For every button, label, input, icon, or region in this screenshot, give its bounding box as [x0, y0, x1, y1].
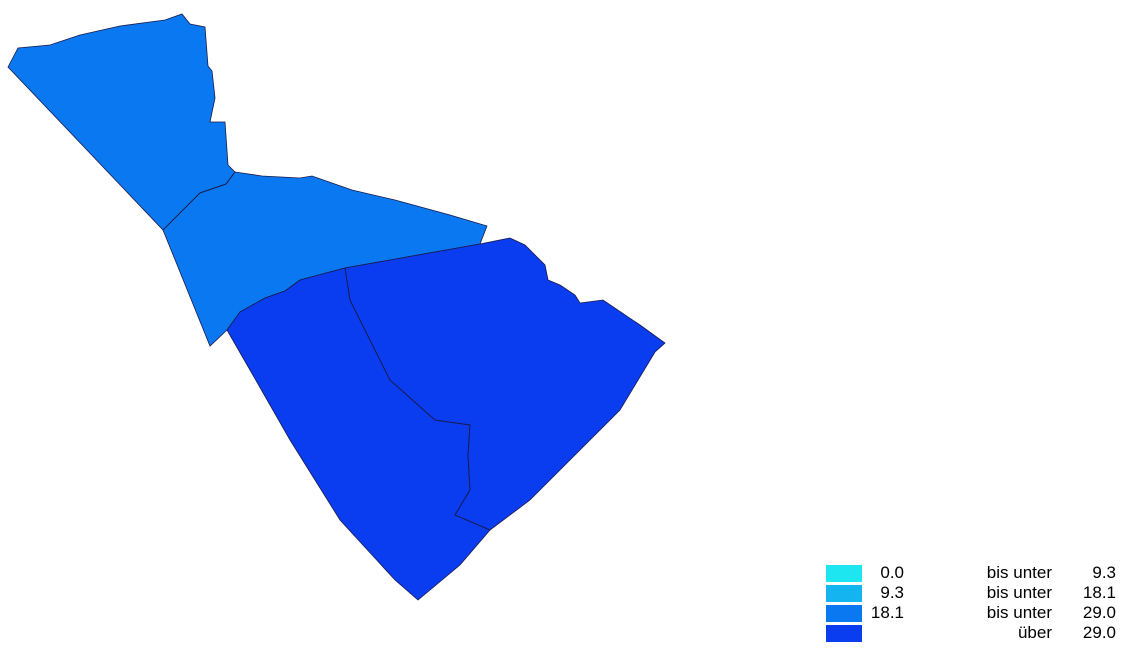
legend-swatch	[826, 565, 862, 582]
legend-to: 29.0	[1082, 623, 1116, 642]
legend-from: 9.3	[880, 583, 904, 602]
legend-to: 18.1	[1082, 583, 1116, 602]
legend-swatch	[826, 625, 862, 642]
legend-swatch	[826, 585, 862, 602]
district-boundary-line	[344, 267, 491, 531]
legend-row: 0.0 bis unter 9.3	[826, 563, 1116, 583]
legend-operator: über	[1017, 623, 1052, 642]
legend-to: 9.3	[1092, 563, 1116, 582]
legend-swatch	[826, 605, 862, 622]
legend-operator: bis unter	[986, 563, 1052, 582]
legend-row: über 29.0	[826, 623, 1116, 643]
legend-operator: bis unter	[986, 603, 1052, 622]
legend-operator: bis unter	[986, 583, 1052, 602]
legend-to: 29.0	[1082, 603, 1116, 622]
map-legend: 0.0 bis unter 9.3 9.3 bis unter 18.1 18.…	[826, 563, 1116, 643]
legend-from: 18.1	[870, 603, 904, 622]
legend-from: 0.0	[880, 563, 904, 582]
legend-row: 9.3 bis unter 18.1	[826, 583, 1116, 603]
district-boundary-line	[162, 171, 236, 231]
legend-row: 18.1 bis unter 29.0	[826, 603, 1116, 623]
